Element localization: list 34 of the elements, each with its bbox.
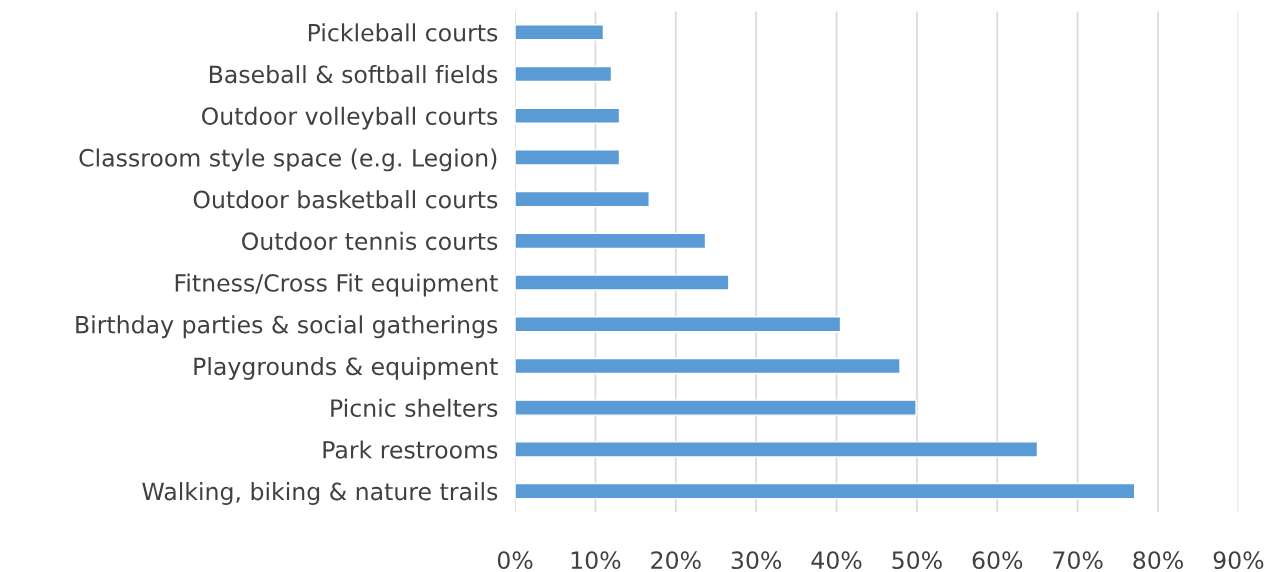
y-tick-label: Picnic shelters — [331, 398, 498, 417]
bar — [515, 149, 621, 166]
y-tick-label: Outdoor basketball courts — [193, 190, 498, 209]
x-tick-label: 20% — [651, 551, 701, 570]
x-tick-label: 70% — [1053, 551, 1103, 570]
y-tick-label: Walking, biking & nature trails — [142, 482, 498, 505]
bar — [515, 107, 621, 124]
bar — [515, 441, 1039, 458]
bar — [515, 24, 605, 41]
x-tick-label: 60% — [972, 551, 1023, 570]
bar — [515, 274, 730, 291]
bar — [515, 399, 917, 416]
y-tick-label: Park restrooms — [323, 440, 498, 459]
y-tick-label: Playgrounds & equipment — [194, 356, 498, 380]
x-tick-label: 30% — [731, 551, 782, 570]
bar — [515, 232, 707, 250]
bar — [515, 190, 650, 208]
bar — [515, 316, 842, 333]
y-tick-label: Outdoor tennis courts — [242, 231, 498, 251]
y-tick-label: Pickleball courts — [308, 23, 498, 42]
x-tick-label: 10% — [571, 551, 621, 570]
y-tick-label: Outdoor volleyball courts — [202, 106, 498, 130]
y-tick-label: Baseball & softball fields — [209, 65, 498, 84]
bar — [515, 482, 1136, 500]
x-tick-label: 40% — [811, 551, 862, 570]
bar — [515, 65, 613, 83]
y-tick-label: Classroom style space (e.g. Legion) — [79, 148, 497, 172]
bar — [515, 357, 901, 375]
x-tick-label: 50% — [892, 551, 942, 570]
x-tick-label: 90% — [1213, 551, 1264, 570]
x-tick-label: 80% — [1133, 551, 1183, 570]
y-tick-label: Birthday parties & social gatherings — [76, 315, 498, 339]
y-tick-label: Fitness/Cross Fit equipment — [175, 273, 498, 297]
x-tick-label: 0% — [497, 551, 533, 570]
